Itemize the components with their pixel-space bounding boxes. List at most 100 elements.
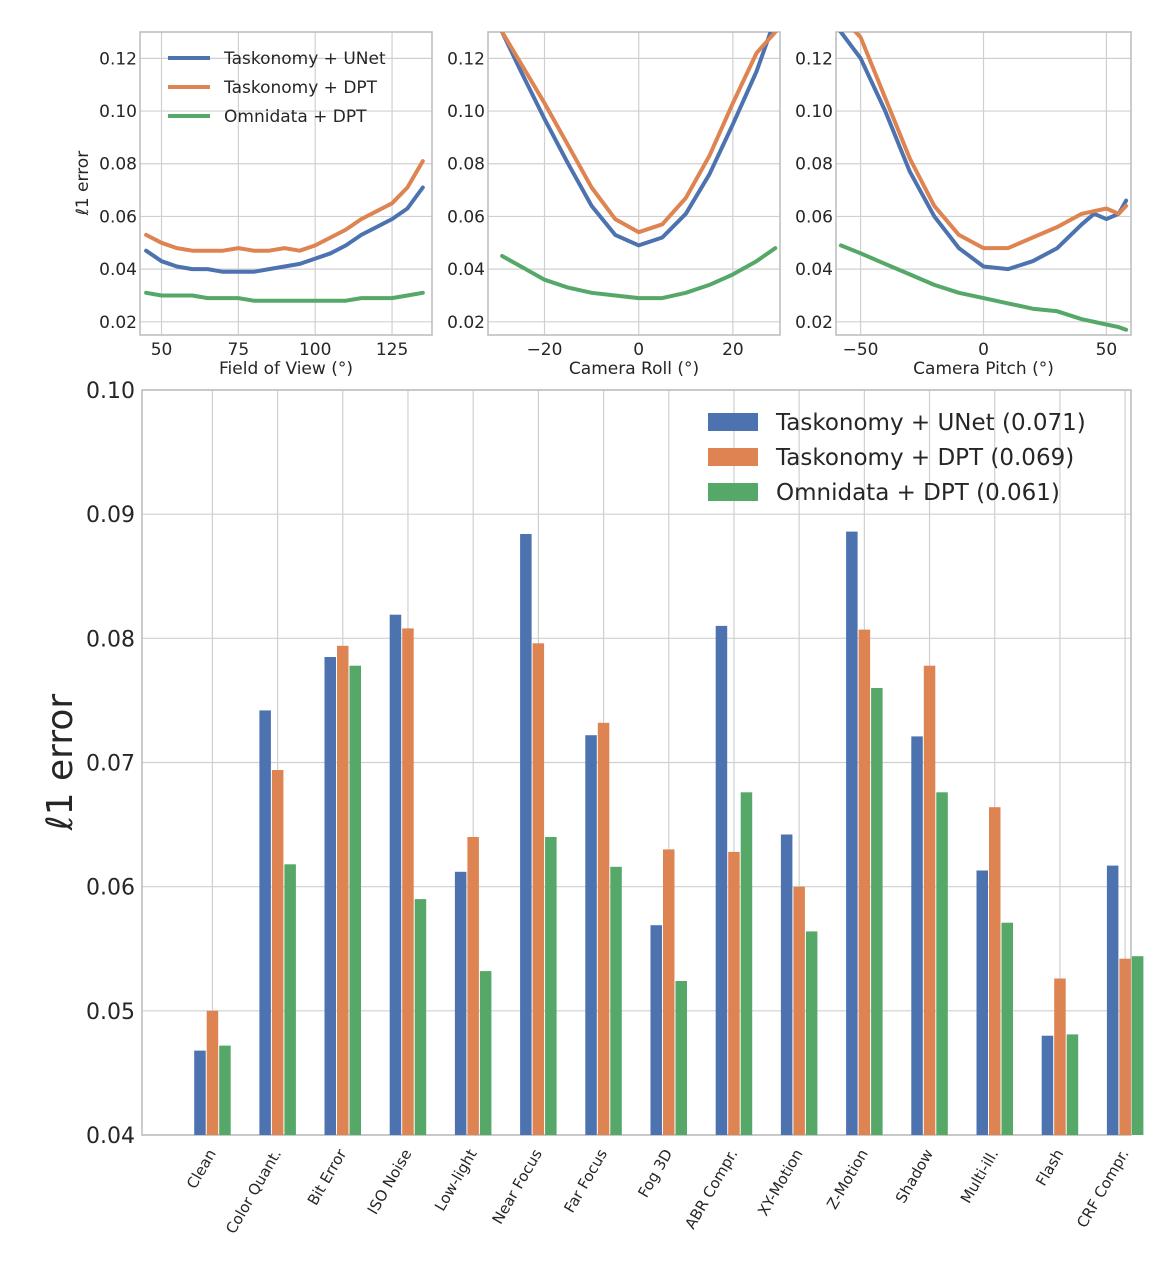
y-tick-label: 0.06 — [447, 207, 485, 227]
series-line-1 — [144, 185, 425, 274]
legend-swatch-3 — [708, 483, 758, 501]
y-tick-label: 0.02 — [99, 313, 137, 333]
y-tick-label: 0.12 — [447, 49, 485, 69]
legend-label-1: Taskonomy + UNet (0.071) — [775, 410, 1086, 436]
series-lines — [144, 159, 425, 303]
category-label: ABR Compr. — [681, 1146, 741, 1232]
bar-1 — [520, 534, 532, 1135]
legend: Taskonomy + UNet (0.071) Taskonomy + DPT … — [708, 410, 1086, 506]
x-axis-label: Camera Roll (°) — [569, 359, 699, 379]
series-lines — [838, 32, 1129, 332]
y-tick-label: 0.08 — [86, 627, 135, 652]
bar-3 — [805, 931, 818, 1135]
y-tick-label: 0.04 — [447, 260, 485, 280]
x-axis-label: Field of View (°) — [219, 359, 353, 379]
series-line-1 — [500, 32, 773, 248]
x-tick-label: −20 — [527, 340, 563, 360]
bar-3 — [219, 1045, 231, 1135]
bar-2 — [271, 770, 284, 1135]
x-axis-label: Camera Pitch (°) — [913, 359, 1054, 379]
axes-frame — [487, 31, 781, 336]
series-line-2 — [500, 32, 778, 235]
y-tick-label: 0.05 — [86, 1000, 135, 1025]
y-tick-label: 0.10 — [99, 102, 137, 122]
x-tick-label: 0 — [978, 340, 989, 360]
series-line-1 — [838, 32, 1129, 272]
bar-3 — [610, 866, 622, 1135]
axes-frame — [139, 31, 433, 336]
category-label: CRF Compr. — [1073, 1146, 1132, 1231]
legend: Taskonomy + UNet Taskonomy + DPT Omnidata … — [168, 49, 386, 127]
bar-3 — [414, 899, 427, 1135]
bar-3 — [675, 981, 687, 1135]
bar-2 — [793, 886, 805, 1135]
y-tick-label: 0.08 — [795, 155, 833, 175]
y-tick-label: 0.02 — [795, 313, 833, 333]
line-panel-1: 50 75 100 125 0.02 0.04 0.06 0.08 0.10 0.12 Field … — [73, 31, 433, 379]
category-label: Flash — [1032, 1146, 1067, 1189]
bar-3 — [1001, 922, 1013, 1135]
bar-2 — [858, 629, 871, 1135]
bar-2 — [532, 643, 545, 1135]
bar-2 — [1054, 978, 1066, 1135]
y-tick-label: 0.06 — [86, 876, 135, 901]
bar-1 — [780, 834, 793, 1135]
y-axis-label: ℓ1 error — [40, 694, 81, 832]
y-tick-label: 0.04 — [86, 1124, 135, 1149]
bar-3 — [479, 971, 492, 1135]
category-label: Bit Error — [304, 1145, 351, 1208]
category-label: Z-Motion — [823, 1146, 872, 1212]
axes-frame — [835, 31, 1132, 336]
bar-2 — [923, 665, 936, 1135]
category-label: XY-Motion — [754, 1146, 807, 1219]
bar-3 — [1066, 1034, 1079, 1135]
bar-2 — [337, 645, 349, 1135]
bar-1 — [259, 710, 271, 1135]
bar-1 — [389, 614, 402, 1135]
y-tick-label: 0.12 — [99, 49, 137, 69]
x-tick-label: 75 — [228, 340, 250, 360]
y-tick-label: 0.10 — [447, 102, 485, 122]
category-label: Clean — [183, 1146, 220, 1192]
bar-1 — [911, 736, 923, 1135]
bar-3 — [936, 792, 948, 1135]
bar-2 — [597, 722, 610, 1135]
y-tick-label: 0.04 — [99, 260, 137, 280]
y-tick-label: 0.04 — [795, 260, 833, 280]
legend-swatch-2 — [708, 448, 758, 466]
bar-2 — [663, 849, 675, 1135]
y-tick-label: 0.07 — [86, 752, 135, 777]
bar-3 — [284, 864, 296, 1135]
category-label: Near Focus — [489, 1146, 546, 1227]
line-panel-2: −20 0 20 0.02 0.04 0.06 0.08 0.10 0.12 Camera Rol… — [447, 31, 781, 379]
legend-label-1: Taskonomy + UNet — [223, 49, 386, 69]
bar-3 — [349, 665, 361, 1135]
bar-1 — [976, 870, 988, 1135]
y-tick-label: 0.06 — [99, 207, 137, 227]
y-tick-label: 0.08 — [99, 155, 137, 175]
y-tick-label: 0.10 — [86, 379, 135, 404]
axes-frame — [141, 389, 1132, 1136]
category-label: Fog 3D — [634, 1146, 676, 1201]
bar-chart: 0.04 0.05 0.06 0.07 0.08 0.09 0.10 Clean Color Q… — [40, 379, 1144, 1237]
category-label: Multi-ill. — [957, 1146, 1002, 1206]
bar-2 — [989, 807, 1001, 1135]
bar-2 — [206, 1010, 219, 1135]
legend-label-3: Omnidata + DPT — [224, 107, 367, 127]
x-tick-label: −50 — [843, 340, 879, 360]
series-line-3 — [144, 290, 425, 303]
y-tick-label: 0.09 — [86, 503, 135, 528]
category-label: ISO Noise — [364, 1146, 416, 1217]
bar-1 — [846, 531, 858, 1135]
series-lines — [500, 32, 778, 301]
legend-label-3: Omnidata + DPT (0.061) — [776, 480, 1060, 506]
legend-swatch-1 — [708, 413, 758, 431]
legend-label-2: Taskonomy + DPT (0.069) — [775, 445, 1074, 471]
y-tick-label: 0.06 — [795, 207, 833, 227]
category-label: Color Quant. — [222, 1146, 285, 1237]
x-tick-label: 50 — [151, 340, 173, 360]
category-label: Shadow — [892, 1146, 937, 1206]
x-tick-label: 0 — [633, 340, 644, 360]
y-axis-label: ℓ1 error — [73, 151, 93, 216]
